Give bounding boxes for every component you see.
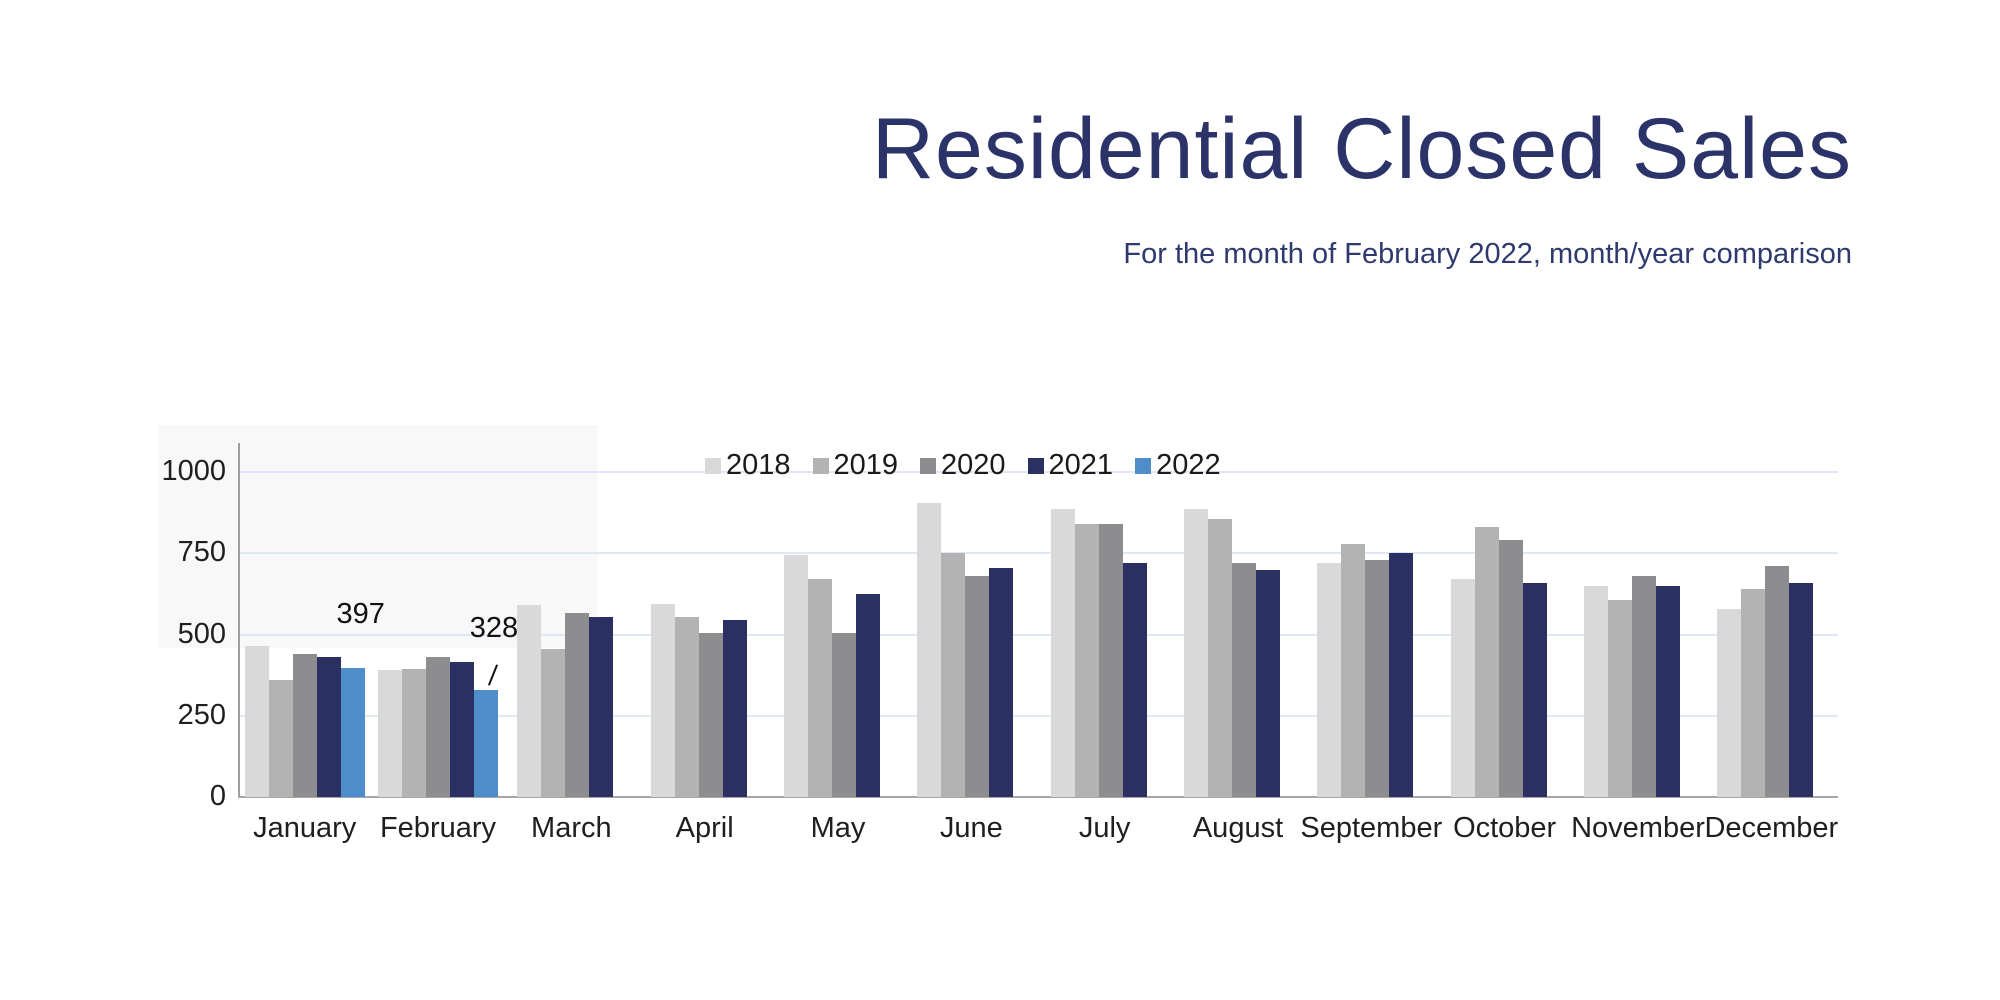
x-axis-label-february: February: [379, 812, 497, 844]
bar-march-2020: [565, 613, 590, 797]
bar-july-2018: [1050, 509, 1075, 797]
x-axis-label-january: January: [253, 812, 357, 844]
bar-april-2018: [650, 603, 675, 797]
y-axis-tick-label: 1000: [161, 455, 226, 487]
y-axis-line: [238, 443, 240, 797]
bar-october-2020: [1498, 540, 1523, 797]
x-axis-label-august: August: [1192, 812, 1284, 844]
chart-legend: 2018 2019 2020 2021 2022: [705, 451, 1221, 480]
legend-swatch-2021: [1027, 457, 1044, 474]
bar-november-2021: [1656, 585, 1680, 797]
legend-item-2022: 2022: [1135, 451, 1221, 480]
data-label-leader-line: [487, 664, 499, 686]
bar-october-2019: [1474, 527, 1499, 797]
data-label-2022-february: 328: [469, 612, 519, 645]
legend-item-2018: 2018: [705, 451, 791, 480]
x-axis-label-march: March: [531, 812, 612, 844]
bar-june-2018: [917, 502, 942, 797]
bar-november-2019: [1608, 600, 1632, 797]
bar-september-2019: [1341, 543, 1366, 797]
legend-label: 2022: [1156, 449, 1221, 481]
bar-march-2021: [589, 616, 614, 797]
legend-label: 2018: [726, 449, 791, 481]
bar-january-2022: [340, 667, 365, 797]
bar-may-2018: [784, 554, 808, 797]
y-axis-tick-label: 750: [177, 536, 226, 569]
x-axis-label-november: November: [1571, 812, 1705, 844]
bar-may-2019: [808, 579, 832, 797]
legend-label: 2020: [941, 449, 1006, 481]
legend-item-2020: 2020: [920, 451, 1006, 480]
data-label-2022-january: 397: [336, 597, 385, 630]
bar-october-2018: [1450, 579, 1475, 797]
bar-january-2018: [244, 645, 269, 797]
legend-item-2021: 2021: [1027, 449, 1114, 481]
bar-february-2022: [474, 690, 498, 797]
bar-december-2021: [1789, 582, 1814, 797]
bar-june-2019: [941, 553, 966, 797]
x-axis-label-may: May: [810, 812, 866, 844]
bar-august-2019: [1208, 519, 1232, 797]
x-axis-label-april: April: [675, 812, 734, 844]
legend-label: 2019: [833, 449, 899, 481]
bar-july-2020: [1098, 524, 1123, 797]
legend-swatch-2019: [812, 457, 829, 474]
legend-swatch-2022: [1135, 457, 1152, 474]
bar-april-2021: [722, 619, 747, 797]
page-subtitle: For the month of February 2022, month/ye…: [1123, 238, 1852, 270]
legend-swatch-2020: [920, 457, 937, 474]
bar-january-2020: [292, 654, 317, 797]
bar-november-2020: [1632, 576, 1656, 797]
page-title: Residential Closed Sales: [871, 101, 1852, 197]
bar-december-2018: [1717, 608, 1742, 797]
bar-march-2019: [541, 649, 566, 797]
gridline-750: [238, 552, 1838, 555]
y-axis-tick-label: 500: [177, 617, 226, 650]
bar-september-2018: [1317, 563, 1342, 797]
bar-january-2021: [316, 657, 341, 797]
bar-february-2018: [378, 670, 402, 797]
bar-january-2019: [268, 680, 293, 797]
bar-december-2020: [1765, 566, 1790, 797]
bar-august-2020: [1232, 563, 1256, 797]
bar-february-2019: [402, 668, 426, 797]
bar-may-2020: [832, 632, 856, 797]
x-axis-label-july: July: [1078, 812, 1131, 844]
bar-november-2018: [1584, 585, 1608, 797]
x-axis-line: [238, 796, 1838, 798]
bar-july-2021: [1122, 563, 1147, 797]
gridline-500: [238, 633, 1838, 636]
bar-may-2021: [856, 593, 880, 797]
x-axis-label-october: October: [1453, 812, 1557, 844]
bar-february-2021: [450, 662, 474, 797]
bar-april-2020: [698, 632, 723, 797]
bar-july-2019: [1074, 524, 1099, 797]
bar-february-2020: [426, 657, 450, 797]
legend-label: 2021: [1048, 449, 1114, 481]
gridline-250: [238, 714, 1838, 717]
y-axis-tick-label: 250: [177, 698, 226, 731]
bar-august-2018: [1184, 509, 1208, 797]
bar-march-2018: [517, 605, 542, 797]
x-axis-label-june: June: [939, 812, 1003, 844]
bar-august-2021: [1256, 569, 1280, 797]
bar-september-2020: [1365, 559, 1390, 797]
bar-september-2021: [1389, 553, 1414, 797]
bar-april-2019: [674, 616, 699, 797]
bar-december-2019: [1741, 589, 1766, 797]
legend-item-2019: 2019: [812, 449, 899, 481]
bar-june-2020: [965, 576, 990, 797]
legend-swatch-2018: [705, 457, 721, 474]
bar-june-2021: [989, 567, 1014, 797]
x-axis-label-september: September: [1300, 812, 1443, 844]
y-axis-tick-label: 0: [209, 780, 226, 812]
bar-october-2021: [1522, 582, 1547, 797]
x-axis-label-december: December: [1704, 812, 1839, 844]
